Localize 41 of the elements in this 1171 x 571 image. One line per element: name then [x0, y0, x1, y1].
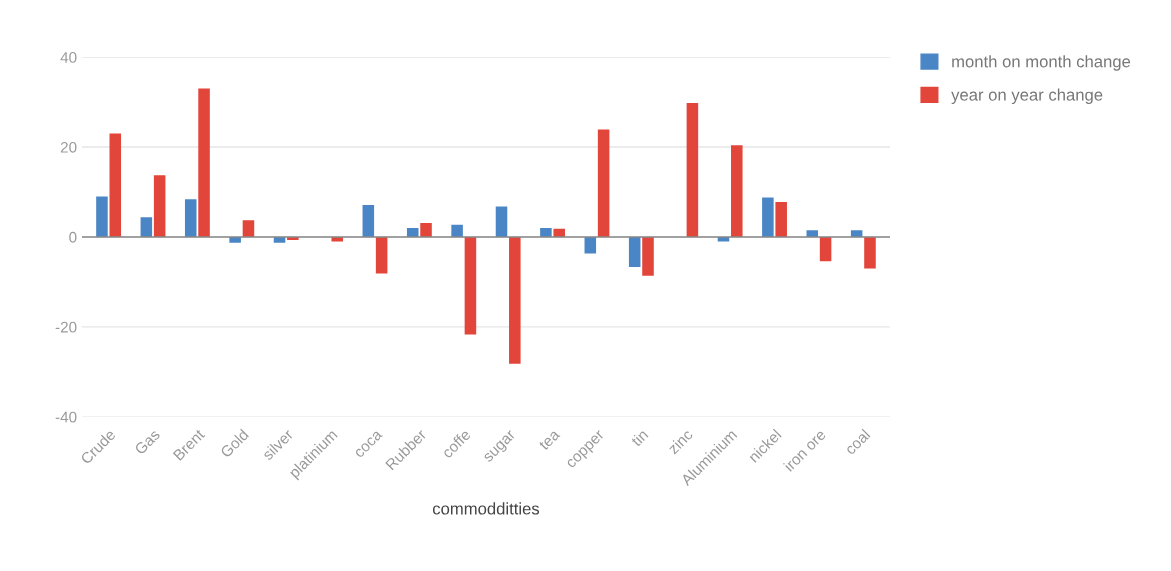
legend-label: month on month change [952, 55, 1131, 71]
y-tick-label: -40 [55, 411, 77, 423]
bar [628, 236, 641, 268]
bar [762, 197, 774, 237]
y-tick-label: 0 [69, 231, 77, 243]
x-tick-label: Gas [134, 428, 161, 456]
bar [109, 133, 122, 237]
y-tick-label: 20 [60, 141, 77, 153]
bar [686, 102, 699, 237]
bar [584, 236, 597, 254]
bar [375, 236, 388, 274]
bar [198, 88, 210, 237]
bar [864, 236, 876, 269]
bar [495, 206, 508, 237]
bar [597, 129, 610, 237]
y-tick-label: -20 [55, 321, 77, 333]
bar [96, 196, 108, 237]
bar [819, 236, 832, 262]
bar [509, 236, 521, 364]
bar [140, 217, 153, 237]
bar [229, 236, 241, 243]
bar [731, 145, 743, 237]
x-tick-label: tea [538, 428, 561, 451]
x-tick-label: tin [630, 428, 649, 448]
legend-label: year on year change [951, 88, 1103, 105]
bar [806, 230, 819, 237]
bar [540, 227, 552, 237]
x-tick-label: iron ore [783, 428, 827, 472]
y-tick-label: 40 [60, 51, 77, 63]
bar [553, 228, 565, 237]
bar [362, 205, 375, 237]
bar [775, 201, 787, 237]
x-axis-title: commodditties [432, 502, 540, 515]
bar [184, 199, 197, 237]
bar [153, 175, 166, 237]
bar [420, 223, 432, 237]
bar [642, 236, 654, 276]
bar [464, 236, 477, 335]
bar [451, 224, 463, 237]
bar [242, 220, 255, 237]
x-tick-label: coal [843, 428, 871, 456]
